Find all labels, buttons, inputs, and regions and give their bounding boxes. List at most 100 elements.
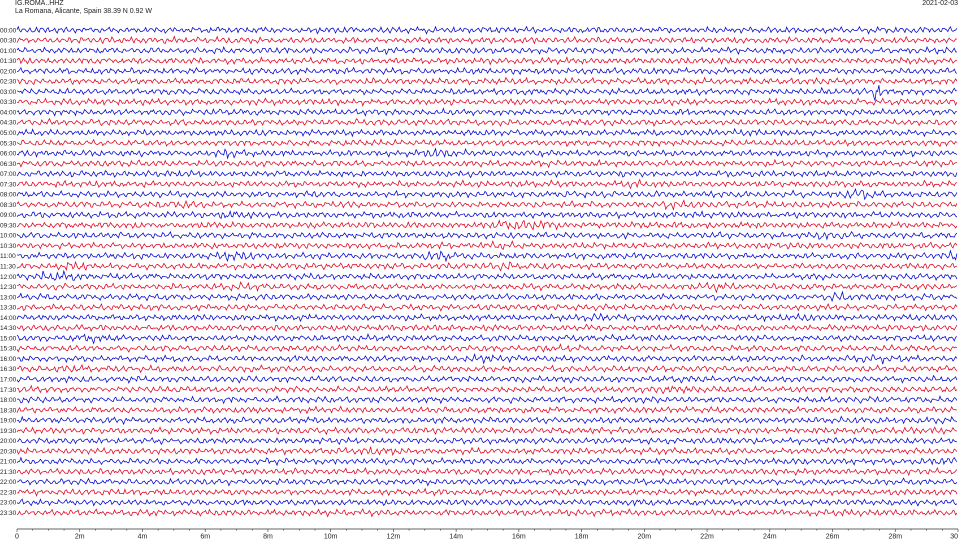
traces-group: [16, 25, 958, 518]
trace-line: [16, 147, 958, 160]
trace-line: [16, 117, 958, 127]
row-label: 16:30: [0, 366, 17, 373]
trace-line: [16, 158, 958, 169]
trace-line: [16, 281, 958, 294]
trace-line: [16, 66, 958, 76]
x-axis: 0 2m 4m 6m 8m 10m 12m 14m 16m 18m 20m 22m 24m 26m 28m 3…: [15, 528, 959, 540]
row-label: 20:00: [0, 438, 17, 445]
station-title: IG.ROMA..HHZ: [15, 0, 64, 7]
trace-line: [16, 384, 958, 395]
trace-line: [16, 199, 958, 211]
row-label: 13:30: [0, 305, 17, 312]
row-label: 01:00: [0, 48, 17, 55]
row-label: 18:00: [0, 397, 17, 404]
trace-line: [16, 395, 958, 405]
trace-line: [16, 302, 958, 312]
trace-line: [16, 498, 958, 507]
trace-line: [16, 363, 958, 374]
trace-line: [16, 97, 958, 107]
x-tick-label: 30: [950, 534, 958, 540]
row-label: 07:00: [0, 171, 17, 178]
trace-line: [16, 456, 958, 467]
trace-line: [16, 426, 958, 436]
x-tick-label: 4m: [138, 534, 148, 540]
x-tick-label: 10m: [324, 534, 338, 540]
trace-line: [16, 138, 958, 148]
x-tick-label: 18m: [575, 534, 589, 540]
row-label: 22:00: [0, 479, 17, 486]
trace-line: [16, 508, 958, 518]
trace-line: [16, 487, 958, 497]
x-tick-label: 8m: [263, 534, 273, 540]
row-label: 11:00: [0, 253, 16, 260]
row-label: 10:00: [0, 233, 17, 240]
row-label: 11:30: [0, 264, 16, 271]
row-label: 05:30: [0, 140, 17, 147]
row-label: 03:00: [0, 89, 17, 96]
row-label: 19:30: [0, 428, 17, 435]
trace-line: [16, 374, 958, 384]
row-label: 21:30: [0, 469, 17, 476]
x-tick-label: 20m: [638, 534, 652, 540]
trace-line: [16, 333, 958, 345]
x-tick-label: 6m: [200, 534, 210, 540]
row-label: 01:30: [0, 58, 17, 65]
row-label: 15:30: [0, 346, 17, 353]
row-label: 04:00: [0, 109, 17, 116]
row-label: 23:30: [0, 510, 17, 517]
x-tick-label: 22m: [700, 534, 714, 540]
row-label: 13:00: [0, 294, 17, 301]
row-label: 19:00: [0, 418, 17, 425]
trace-line: [16, 353, 958, 365]
row-label: 03:30: [0, 99, 17, 106]
row-label: 16:00: [0, 356, 17, 363]
x-tick-label: 14m: [449, 534, 463, 540]
trace-line: [16, 25, 958, 35]
row-label: 14:30: [0, 325, 17, 332]
row-label: 17:00: [0, 376, 17, 383]
x-tick-label: 12m: [387, 534, 401, 540]
trace-line: [16, 436, 958, 446]
trace-line: [16, 107, 958, 117]
trace-line: [16, 230, 958, 241]
trace-line: [16, 169, 958, 179]
row-label: 05:00: [0, 130, 17, 137]
trace-line: [16, 477, 958, 487]
row-label: 06:30: [0, 161, 17, 168]
trace-line: [16, 209, 958, 220]
trace-line: [16, 415, 958, 426]
row-label: 06:00: [0, 151, 17, 158]
row-label: 02:00: [0, 68, 17, 75]
trace-line: [16, 127, 958, 138]
x-tick-label: 16m: [512, 534, 526, 540]
row-label: 15:00: [0, 335, 17, 342]
trace-line: [16, 45, 957, 56]
row-label: 08:00: [0, 192, 17, 199]
trace-line: [16, 249, 958, 263]
station-location: La Romana, Alicante, Spain 38.39 N 0.92 …: [15, 8, 152, 15]
trace-line: [16, 312, 958, 323]
trace-line: [16, 467, 958, 477]
row-label: 04:30: [0, 120, 17, 127]
x-tick-label: 24m: [763, 534, 777, 540]
row-label: 18:30: [0, 407, 17, 414]
trace-line: [16, 85, 957, 101]
trace-line: [16, 240, 958, 251]
x-tick-label: 2m: [75, 534, 85, 540]
trace-line: [16, 56, 957, 66]
row-label: 20:30: [0, 448, 17, 455]
row-label: 07:30: [0, 181, 17, 188]
trace-line: [16, 35, 957, 45]
row-label: 21:00: [0, 459, 17, 466]
trace-line: [16, 219, 958, 231]
row-label: 00:30: [0, 38, 17, 45]
row-labels-group: 00:00 00:30 01:00 01:30 02:00 02:30 03:00 03:30…: [0, 27, 17, 517]
x-tick-label: 26m: [826, 534, 840, 540]
trace-line: [16, 405, 958, 415]
row-label: 12:30: [0, 284, 17, 291]
row-label: 08:30: [0, 202, 17, 209]
trace-line: [16, 290, 958, 303]
row-label: 14:00: [0, 315, 17, 322]
trace-line: [16, 260, 958, 272]
